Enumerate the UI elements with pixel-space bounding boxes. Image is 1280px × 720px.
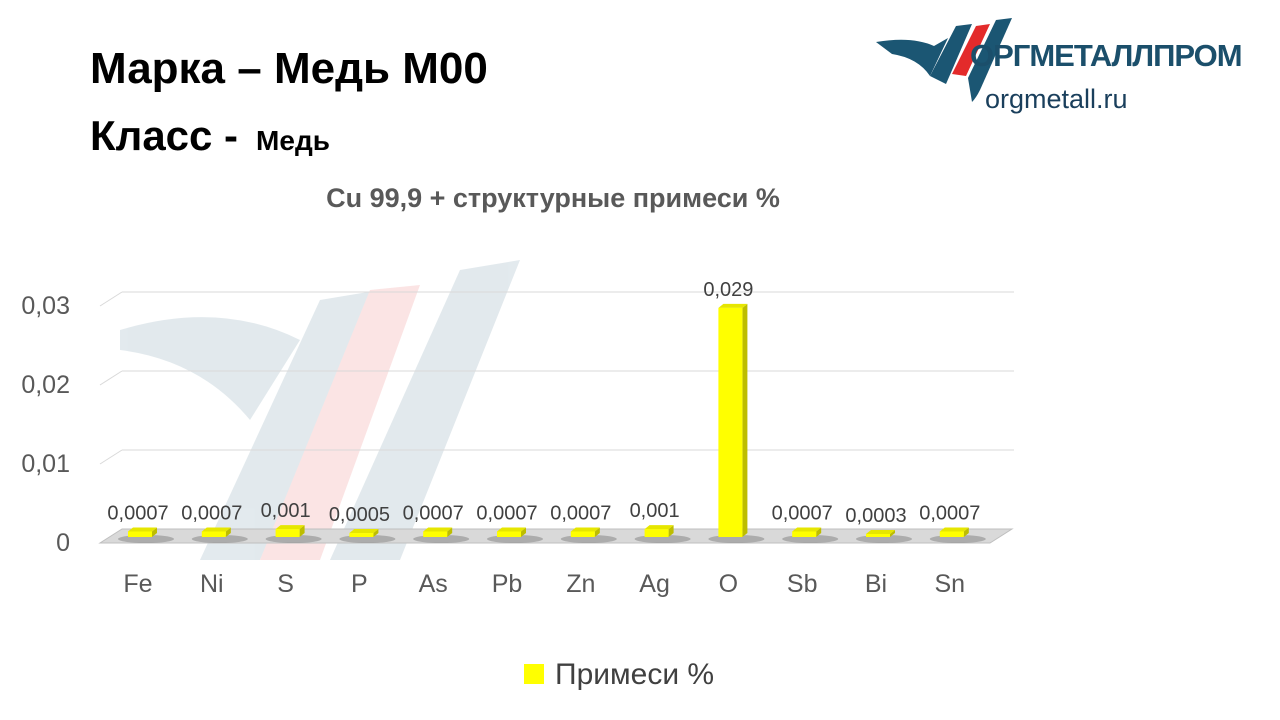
bar-Ni	[201, 531, 226, 537]
bar-Sb	[792, 531, 817, 537]
gridline-diag	[99, 370, 123, 386]
class-line: Класс - Медь	[90, 112, 330, 160]
bar-S	[275, 529, 300, 537]
bar-top	[570, 527, 600, 532]
bar-top	[644, 525, 674, 530]
bar-top	[866, 530, 895, 534]
bar-Pb	[497, 531, 521, 537]
bar-top	[497, 527, 526, 532]
bar-P	[349, 533, 374, 537]
data-label: 0,0005	[329, 504, 390, 526]
bar-side	[890, 530, 895, 537]
bar-side	[742, 303, 748, 537]
x-tick-label: S	[277, 570, 294, 598]
logo-icon	[876, 18, 1012, 102]
bar-side	[373, 529, 379, 537]
bar-top	[128, 527, 157, 532]
logo-brand: ОРГМЕТАЛЛПРОМ	[970, 38, 1243, 73]
bar-side	[963, 527, 969, 537]
x-tick-label: P	[351, 570, 368, 598]
gridline-diag	[99, 291, 123, 307]
data-label: 0,0007	[919, 502, 980, 524]
data-label: 0,001	[630, 500, 680, 522]
data-label: 0,0007	[550, 502, 611, 524]
bar-side	[521, 527, 526, 537]
bar-top	[349, 529, 379, 534]
x-tick-label: Ni	[200, 570, 224, 598]
bar-top	[423, 527, 453, 532]
chart-title: Cu 99,9 + структурные примеси %	[326, 183, 780, 213]
watermark	[120, 260, 520, 560]
bar-Zn	[570, 531, 595, 537]
bar-side	[225, 527, 231, 537]
y-tick-label: 0	[56, 529, 70, 557]
bar-As	[423, 531, 448, 537]
data-label: 0,0007	[403, 502, 464, 524]
bar-top	[718, 303, 748, 308]
x-tick-label: O	[719, 570, 738, 598]
x-tick-label: Bi	[865, 570, 887, 598]
y-tick-label: 0,01	[21, 450, 70, 478]
y-tick-label: 0,03	[21, 292, 70, 320]
data-label: 0,0007	[476, 502, 537, 524]
x-tick-label: Zn	[566, 570, 595, 598]
x-tick-label: Sb	[787, 570, 818, 598]
bar-Fe	[128, 531, 152, 537]
bar-O	[718, 307, 743, 537]
legend-label: Примеси %	[555, 658, 714, 691]
bar-top	[201, 527, 231, 532]
x-tick-label: Ag	[639, 570, 670, 598]
data-label: 0,0007	[107, 502, 168, 524]
bar-top	[792, 527, 822, 532]
bar-Ag	[644, 529, 669, 537]
x-tick-label: Fe	[123, 570, 152, 598]
data-label: 0,0007	[181, 502, 242, 524]
gridline-diag	[99, 449, 123, 465]
x-tick-label: Pb	[492, 570, 523, 598]
bar-Bi	[866, 534, 890, 537]
data-label: 0,029	[703, 279, 753, 301]
class-label: Класс -	[90, 112, 239, 159]
bar-side	[816, 527, 822, 537]
page-title: Марка – Медь М00	[90, 44, 488, 93]
bar-side	[299, 525, 305, 537]
data-label: 0,0007	[772, 502, 833, 524]
bar-Sn	[939, 531, 964, 537]
bar-side	[447, 527, 453, 537]
legend-swatch	[524, 664, 544, 684]
bar-side	[668, 525, 674, 537]
logo-url: orgmetall.ru	[985, 84, 1128, 114]
x-tick-label: As	[419, 570, 448, 598]
bar-top	[939, 527, 969, 532]
bar-top	[275, 525, 305, 530]
bar-side	[594, 527, 600, 537]
class-value: Медь	[256, 125, 330, 156]
data-label: 0,0003	[845, 505, 906, 527]
bar-side	[152, 527, 157, 537]
x-tick-label: Sn	[935, 570, 966, 598]
data-label: 0,001	[261, 500, 311, 522]
y-tick-label: 0,02	[21, 371, 70, 399]
